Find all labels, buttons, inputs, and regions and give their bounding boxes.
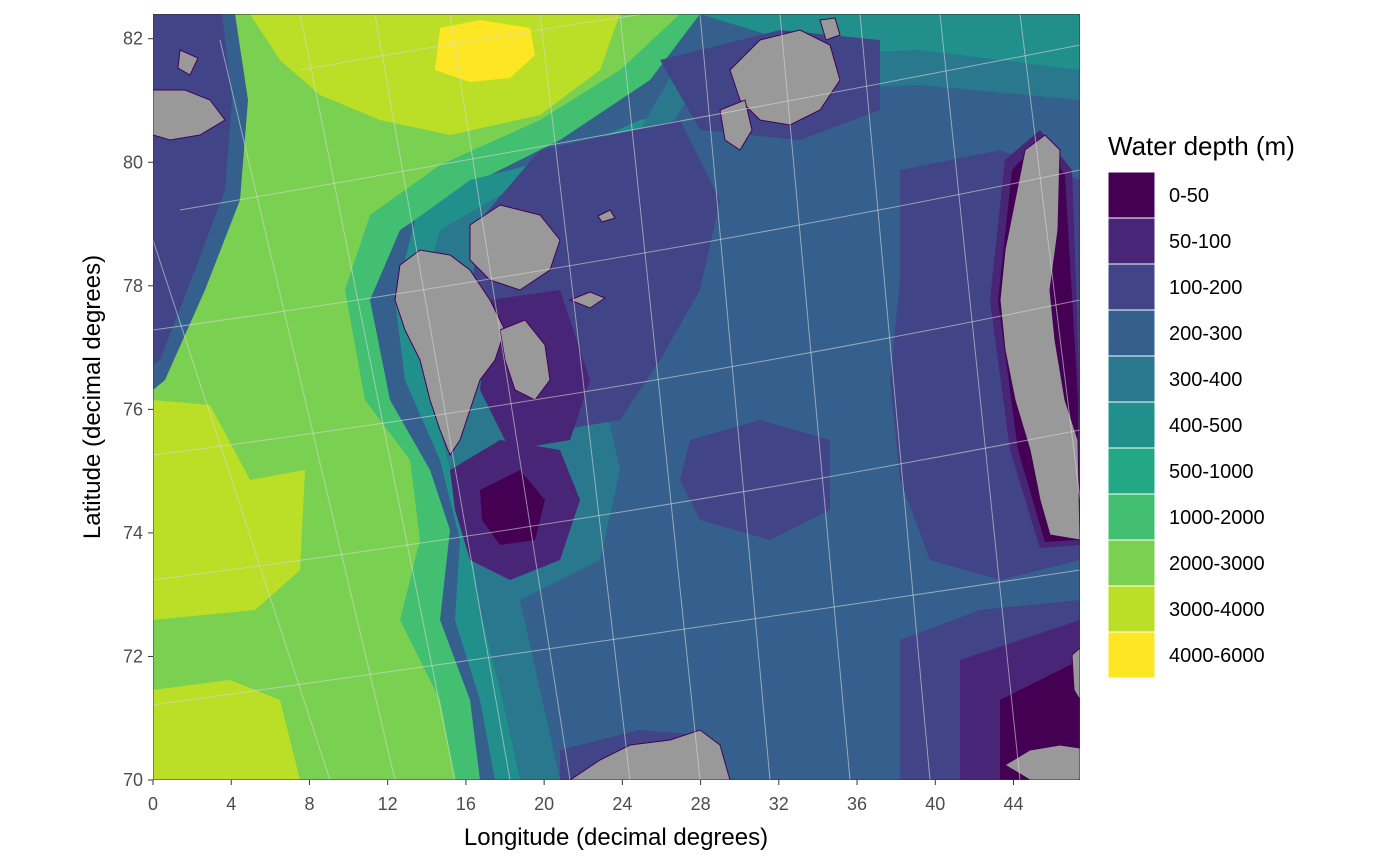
- legend-key-label: 100-200: [1169, 277, 1242, 299]
- legend-key-label: 300-400: [1169, 369, 1242, 391]
- legend-key-label: 3000-4000: [1169, 599, 1265, 621]
- x-tick-label: 8: [304, 794, 314, 814]
- x-tick-label: 24: [612, 794, 632, 814]
- legend-key-label: 500-1000: [1169, 461, 1254, 483]
- x-tick-label: 12: [378, 794, 398, 814]
- legend-key-label: 50-100: [1169, 231, 1231, 253]
- legend-key-swatch: [1108, 494, 1155, 540]
- legend-key-label: 200-300: [1169, 323, 1242, 345]
- x-tick-label: 40: [925, 794, 945, 814]
- legend-items: 0-50 50-100 100-200 200-300 300-400 400-500 50…: [1108, 172, 1265, 678]
- y-tick-label: 80: [123, 152, 143, 172]
- y-tick-label: 76: [123, 399, 143, 419]
- legend-key-label: 400-500: [1169, 415, 1242, 437]
- x-tick-label: 44: [1003, 794, 1023, 814]
- y-tick-label: 78: [123, 276, 143, 296]
- map-panel: [153, 0, 1080, 780]
- legend-key-swatch: [1108, 448, 1155, 494]
- legend-key-label: 2000-3000: [1169, 553, 1265, 575]
- y-tick-label: 70: [123, 770, 143, 790]
- legend-key-label: 4000-6000: [1169, 645, 1265, 667]
- legend-key-swatch: [1108, 172, 1155, 218]
- legend-key-swatch: [1108, 586, 1155, 632]
- y-tick-label: 82: [123, 29, 143, 49]
- x-axis-title: Longitude (decimal degrees): [464, 824, 768, 851]
- x-tick-label: 36: [847, 794, 867, 814]
- x-tick-label: 32: [769, 794, 789, 814]
- y-tick-label: 72: [123, 646, 143, 666]
- x-tick-label: 4: [226, 794, 236, 814]
- legend-key-swatch: [1108, 632, 1155, 678]
- y-axis-title: Latitude (decimal degrees): [79, 255, 106, 539]
- legend-title: Water depth (m): [1108, 131, 1295, 161]
- x-tick-label: 16: [456, 794, 476, 814]
- legend: Water depth (m) 0-50 50-100 100-200 200-300…: [1108, 131, 1295, 678]
- x-tick-label: 0: [148, 794, 158, 814]
- legend-key-swatch: [1108, 402, 1155, 448]
- legend-key-swatch: [1108, 540, 1155, 586]
- x-tick-label: 20: [534, 794, 554, 814]
- legend-key-swatch: [1108, 310, 1155, 356]
- legend-key-swatch: [1108, 264, 1155, 310]
- x-axis-ticks: 0 4 8 12 16 20 24 28 32 36 40 44: [148, 780, 1024, 814]
- y-axis-ticks: 70 72 74 76 78 80 82: [123, 29, 153, 790]
- legend-key-label: 0-50: [1169, 185, 1209, 207]
- legend-key-label: 1000-2000: [1169, 507, 1265, 529]
- legend-key-swatch: [1108, 356, 1155, 402]
- x-tick-label: 28: [691, 794, 711, 814]
- legend-key-swatch: [1108, 218, 1155, 264]
- y-tick-label: 74: [123, 523, 143, 543]
